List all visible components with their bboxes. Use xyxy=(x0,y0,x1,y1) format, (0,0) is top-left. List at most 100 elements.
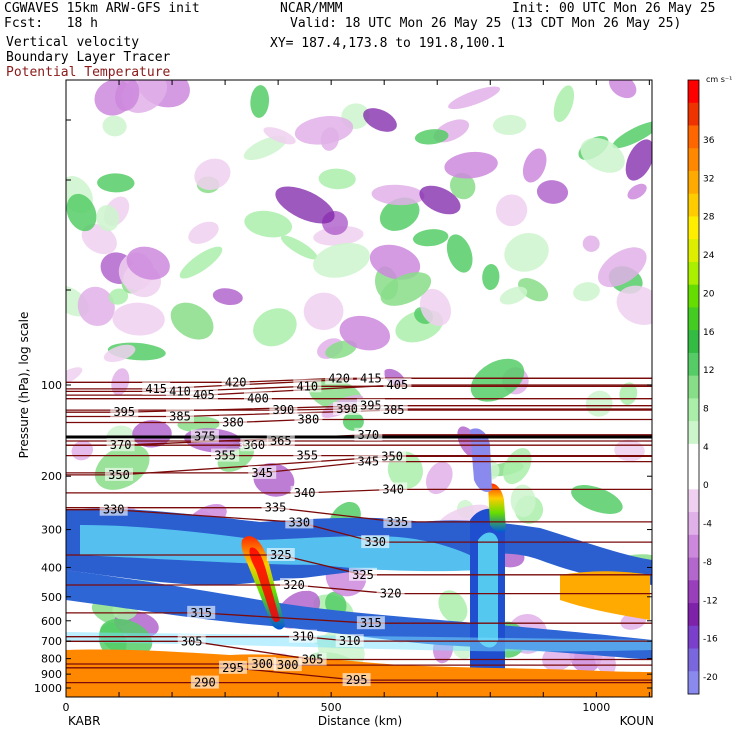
contour-label-bg xyxy=(190,675,219,689)
velocity-cell xyxy=(325,340,357,359)
velocity-cell xyxy=(627,183,647,200)
contour-label-bg xyxy=(211,448,240,462)
colorbar-label: 36 xyxy=(703,136,715,146)
contour-label-bg xyxy=(356,616,385,630)
velocity-cell xyxy=(493,114,527,136)
x-tick-label: 500 xyxy=(321,701,342,714)
contour-label: 355 xyxy=(214,449,236,463)
field-label-vertical-velocity: Vertical velocity xyxy=(6,35,140,50)
contour-label: 340 xyxy=(294,486,316,500)
velocity-cell xyxy=(612,121,652,149)
velocity-cell xyxy=(444,151,498,179)
contour-label: 345 xyxy=(251,466,273,480)
velocity-cell xyxy=(619,382,638,406)
contour-label-bg xyxy=(280,578,308,591)
contour-label: 315 xyxy=(360,616,382,630)
velocity-cell xyxy=(126,246,170,280)
colorbar-swatch xyxy=(688,170,699,195)
contour-label: 405 xyxy=(387,378,409,392)
contour-label-bg xyxy=(142,381,171,395)
contour-label-bg xyxy=(356,371,385,385)
y-tick-label: 900 xyxy=(41,668,62,681)
velocity-cell xyxy=(448,86,501,110)
contour-label: 415 xyxy=(145,382,167,396)
contour-label: 320 xyxy=(283,578,305,592)
velocity-cell xyxy=(212,288,243,305)
contour-label-bg xyxy=(219,415,247,429)
contour-label: 290 xyxy=(194,676,216,690)
x-tick-label: 0 xyxy=(63,701,70,714)
x-axis-title: Distance (km) xyxy=(318,714,402,728)
theta-contour-410 xyxy=(66,385,652,393)
colorbar-swatch xyxy=(688,648,699,672)
velocity-cell xyxy=(536,180,569,204)
colorbar-swatch xyxy=(688,534,699,558)
contour-label: 330 xyxy=(288,515,310,529)
colorbar-label: 16 xyxy=(703,328,715,338)
contour-label-bg xyxy=(187,605,216,619)
contour-label: 395 xyxy=(113,405,135,419)
contour-label-bg xyxy=(293,379,322,393)
velocity-cell xyxy=(571,485,623,514)
colorbar-swatch xyxy=(688,443,699,467)
theta-contour-395 xyxy=(66,405,652,413)
colorbar-label: -16 xyxy=(703,635,718,645)
velocity-cell xyxy=(582,235,600,252)
contour-label: 405 xyxy=(193,388,215,402)
highlighted-contour-label: 350 xyxy=(239,441,254,450)
velocity-cell xyxy=(108,288,129,305)
colorbar-swatch xyxy=(688,284,699,308)
velocity-cell xyxy=(275,186,335,224)
contour-label: 350 xyxy=(381,449,403,463)
colorbar-swatch xyxy=(688,603,699,627)
theta-contour-345 xyxy=(66,460,652,474)
theta-contour-305 xyxy=(66,640,652,661)
colorbar-swatch xyxy=(688,580,699,604)
velocity-cell xyxy=(425,461,453,495)
contour-label-bg xyxy=(376,586,405,600)
velocity-cell xyxy=(102,115,127,137)
velocity-cell xyxy=(553,85,575,123)
colorbar-legend: 36 32 28 24 20 16 12 8 4 0 -4 -8 -12 -16 -20 xyxy=(687,79,718,695)
contour-label-bg xyxy=(298,652,327,666)
velocity-cell xyxy=(339,315,391,351)
colorbar-swatch xyxy=(688,625,699,649)
colorbar-swatch xyxy=(688,125,699,149)
contour-label-bg xyxy=(261,500,290,514)
contour-label: 380 xyxy=(298,413,320,427)
contour-label: 295 xyxy=(346,673,368,687)
y-tick-label: 600 xyxy=(41,615,62,628)
colorbar-label: -20 xyxy=(703,673,718,683)
velocity-cell xyxy=(243,135,287,161)
contour-label: 410 xyxy=(169,384,191,398)
velocity-cell xyxy=(363,108,397,132)
velocity-cell xyxy=(369,244,421,280)
velocity-cell xyxy=(97,173,135,193)
colorbar-swatch xyxy=(688,102,699,126)
colorbar-swatch xyxy=(688,671,699,695)
velocity-cell xyxy=(470,358,525,402)
colorbar-swatch xyxy=(688,216,699,240)
velocity-cell xyxy=(263,127,296,145)
contour-label-bg xyxy=(383,378,412,391)
contour-label: 350 xyxy=(108,468,130,482)
contour-label-bg xyxy=(289,629,318,643)
contour-label: 380 xyxy=(222,416,244,430)
velocity-cell xyxy=(313,242,370,278)
contour-label-bg xyxy=(379,482,408,496)
left-endpoint-label: KABR xyxy=(68,714,100,728)
velocity-cell xyxy=(318,168,356,190)
velocity-cell xyxy=(179,246,223,279)
colorbar-swatch xyxy=(688,193,699,217)
contour-label-bg xyxy=(290,485,319,499)
velocity-cell xyxy=(510,484,536,517)
velocity-cell xyxy=(412,229,449,247)
contour-label-bg xyxy=(354,454,383,468)
velocity-cell xyxy=(504,233,549,272)
colorbar-label: 8 xyxy=(703,405,709,415)
theta-contour-350 xyxy=(66,455,652,476)
contour-label-bg xyxy=(266,434,295,447)
y-tick-label: 100 xyxy=(41,379,62,392)
theta-contour-340 xyxy=(66,488,652,494)
